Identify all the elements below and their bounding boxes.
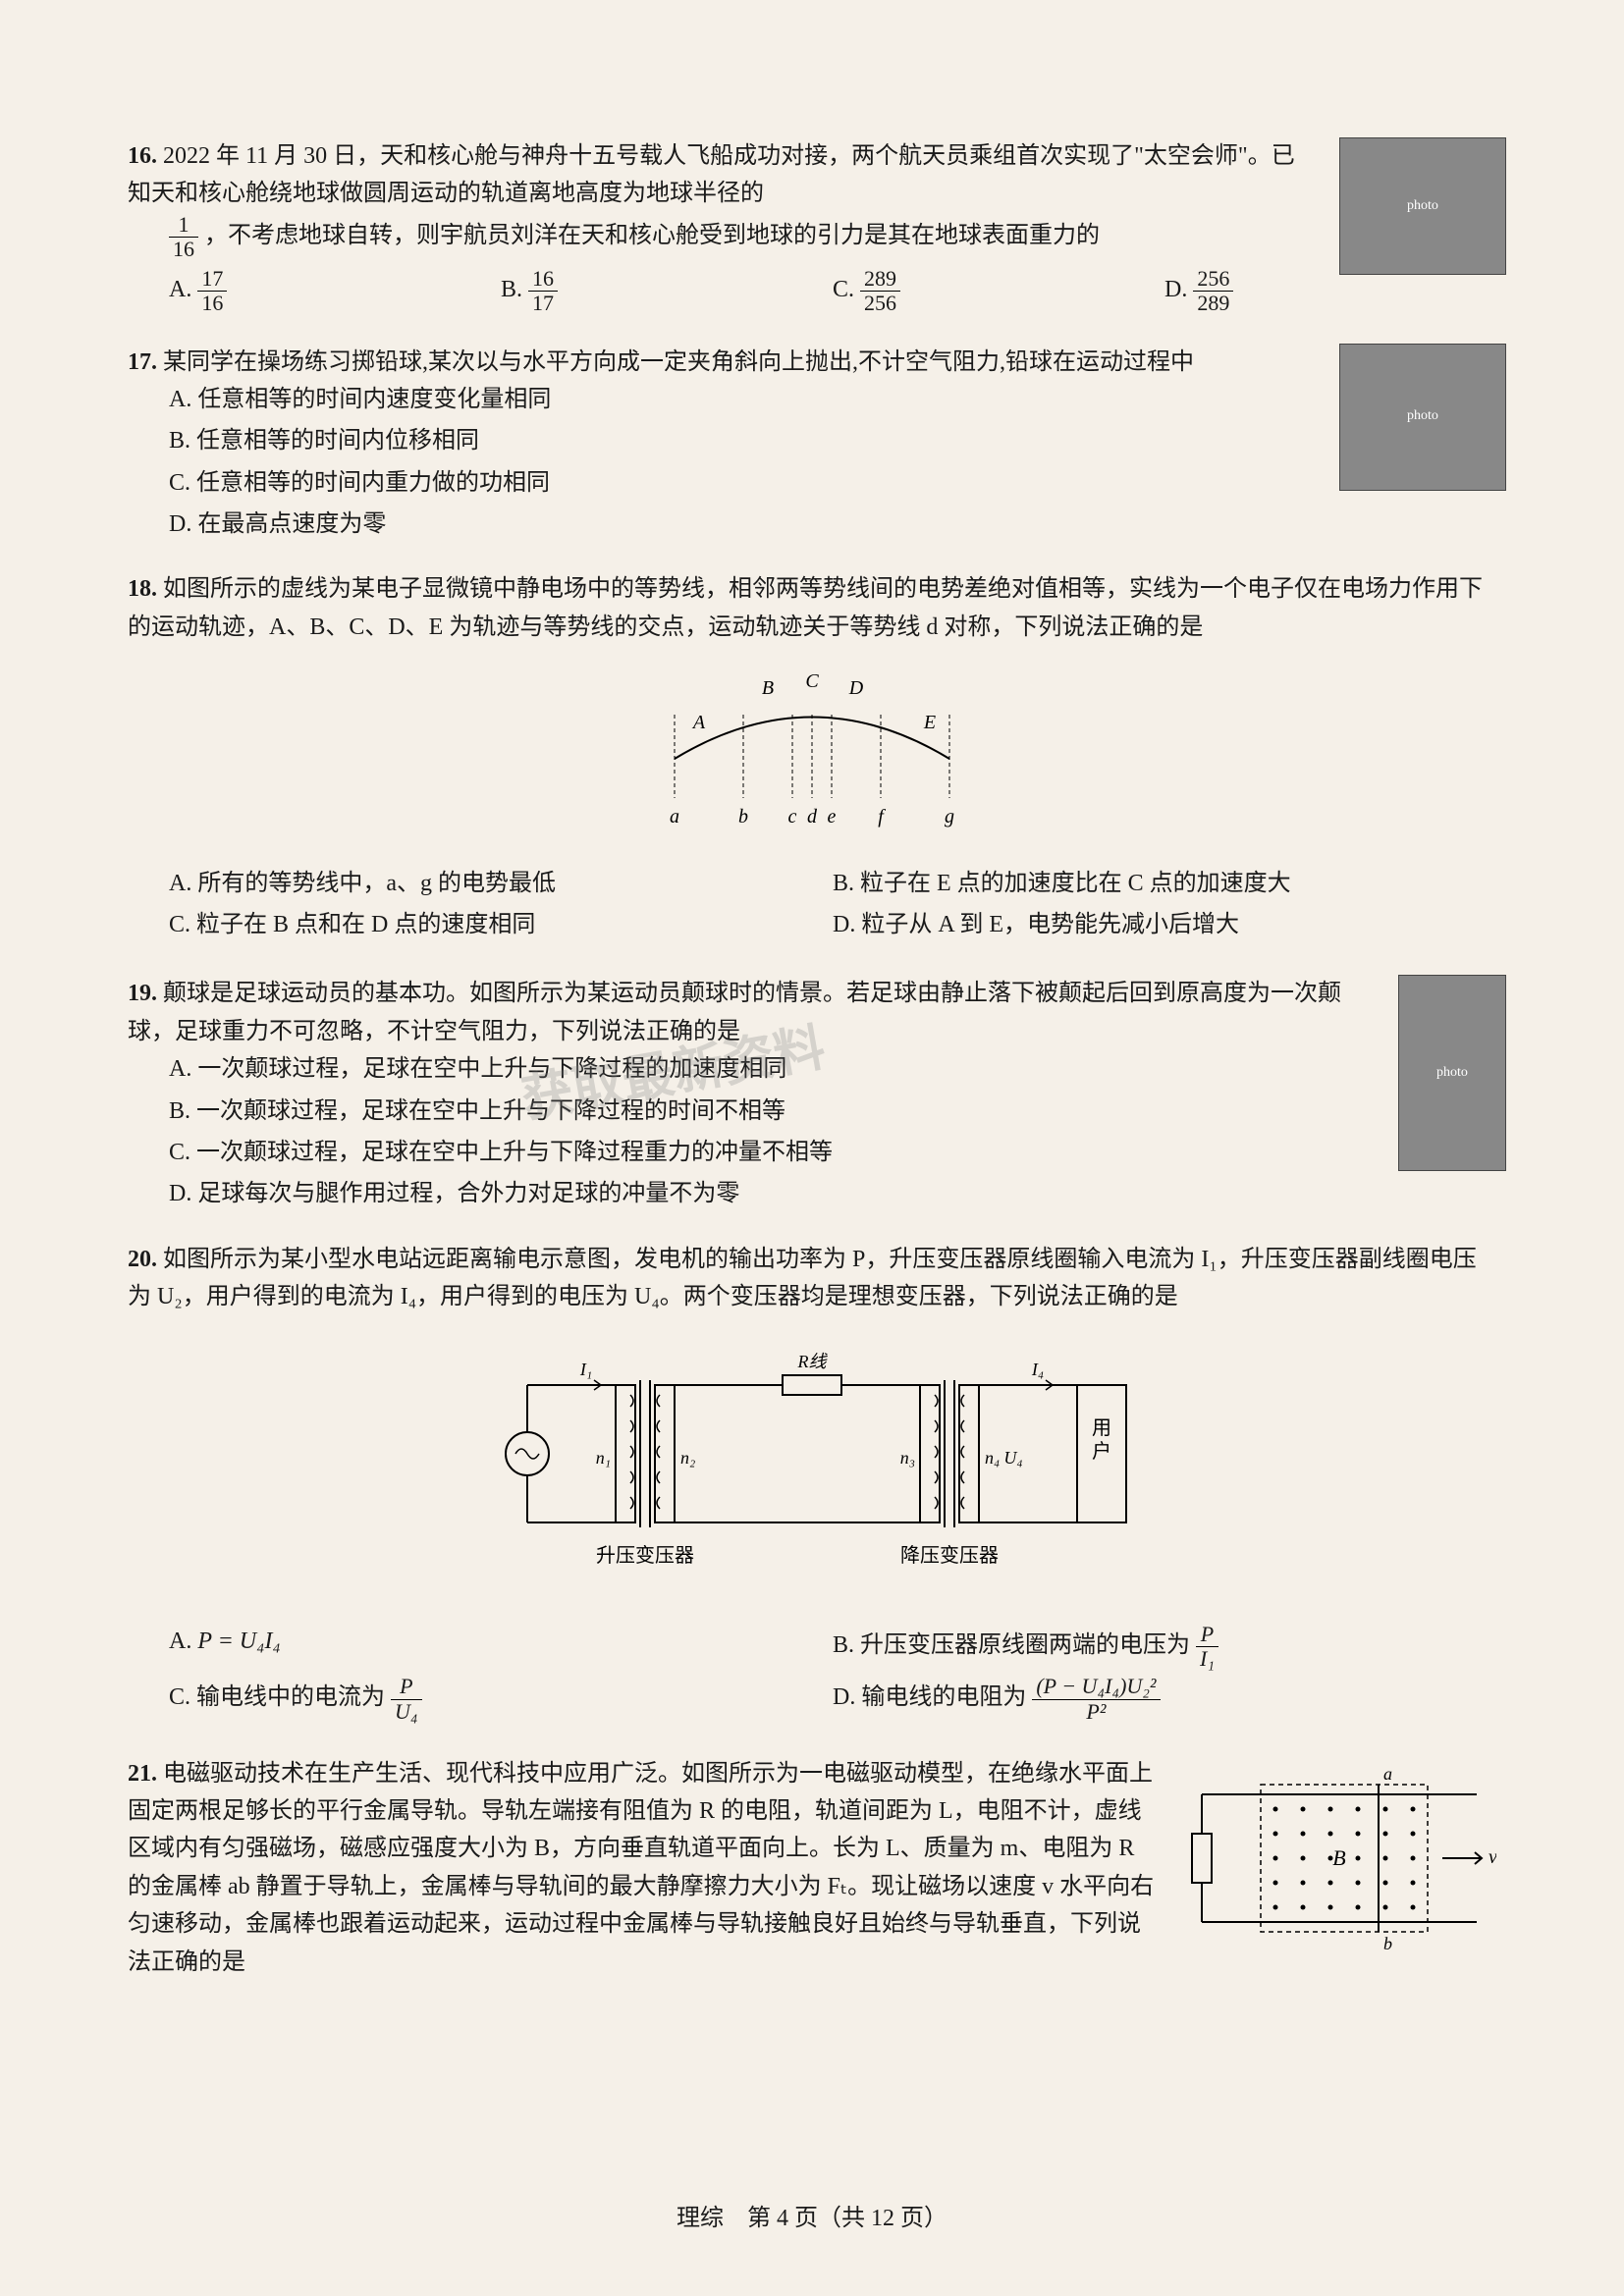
q17-opt-b: B. 任意相等的时间内位移相同 — [169, 422, 1496, 459]
svg-text:a: a — [670, 806, 679, 828]
svg-text:C: C — [805, 670, 819, 692]
q19-number: 19. — [128, 981, 157, 1006]
svg-text:v: v — [1489, 1846, 1496, 1868]
q19-opt-d: D. 足球每次与腿作用过程，合外力对足球的冲量不为零 — [169, 1175, 1359, 1212]
svg-text:f: f — [878, 806, 886, 828]
q16-photo: photo — [1339, 137, 1506, 275]
svg-text:R线: R线 — [797, 1352, 829, 1371]
q16-opt-a: A. 1716 — [169, 267, 501, 315]
question-17: photo 17. 某同学在操场练习掷铅球,某次以与水平方向成一定夹角斜向上抛出… — [128, 344, 1496, 544]
q20-opt-a: A. P = U₄I₄ — [169, 1623, 833, 1671]
q17-text: 某同学在操场练习掷铅球,某次以与水平方向成一定夹角斜向上抛出,不计空气阻力,铅球… — [163, 349, 1194, 375]
q20-options: A. P = U₄I₄ B. 升压变压器原线圈两端的电压为 PI₁ C. 输电线… — [128, 1623, 1496, 1728]
question-21: RabBv 21. 电磁驱动技术在生产生活、现代科技中应用广泛。如图所示为一电磁… — [128, 1755, 1496, 1981]
question-20: 20. 如图所示为某小型水电站远距离输电示意图，发电机的输出功率为 P，升压变压… — [128, 1241, 1496, 1728]
svg-text:b: b — [738, 806, 748, 828]
svg-text:e: e — [828, 806, 837, 828]
q16-number: 16. — [128, 143, 157, 169]
q18-opt-c: C. 粒子在 B 点和在 D 点的速度相同 — [169, 906, 833, 943]
q19-opt-b: B. 一次颠球过程，足球在空中上升与下降过程的时间不相等 — [169, 1093, 1359, 1130]
q19-opt-a: A. 一次颠球过程，足球在空中上升与下降过程的加速度相同 — [169, 1050, 1359, 1088]
q18-opt-b: B. 粒子在 E 点的加速度比在 C 点的加速度大 — [833, 865, 1496, 902]
page-footer: 理综 第 4 页（共 12 页） — [0, 2200, 1624, 2237]
svg-text:a: a — [1383, 1764, 1392, 1784]
q16-text-1: 2022 年 11 月 30 日，天和核心舱与神舟十五号载人飞船成功对接，两个航… — [128, 143, 1295, 206]
q21-text: 电磁驱动技术在生产生活、现代科技中应用广泛。如图所示为一电磁驱动模型，在绝缘水平… — [128, 1761, 1154, 1975]
svg-text:B: B — [762, 677, 774, 699]
q16-inline-frac: 1 16 — [169, 213, 198, 261]
q20-text: 如图所示为某小型水电站远距离输电示意图，发电机的输出功率为 P，升压变压器原线圈… — [128, 1247, 1477, 1309]
q16-options: A. 1716 B. 1617 C. 289256 D. 256289 — [128, 267, 1496, 315]
q19-options: A. 一次颠球过程，足球在空中上升与下降过程的加速度相同 B. 一次颠球过程，足… — [128, 1050, 1496, 1213]
q18-number: 18. — [128, 576, 157, 602]
svg-text:升压变压器: 升压变压器 — [596, 1544, 694, 1567]
q18-diagram: a b cde f g A B C D E — [128, 666, 1496, 844]
svg-text:I₄: I₄ — [1031, 1360, 1044, 1379]
q16-opt-c: C. 289256 — [833, 267, 1164, 315]
svg-text:用户: 用户 — [1092, 1417, 1111, 1463]
q21-diagram: RabBv — [1182, 1755, 1496, 1973]
q17-options: A. 任意相等的时间内速度变化量相同 B. 任意相等的时间内位移相同 C. 任意… — [128, 381, 1496, 544]
svg-text:n₃: n₃ — [900, 1448, 915, 1468]
svg-text:E: E — [923, 712, 936, 733]
q17-photo: photo — [1339, 344, 1506, 491]
q19-opt-c: C. 一次颠球过程，足球在空中上升与下降过程重力的冲量不相等 — [169, 1134, 1359, 1171]
svg-text:n₄: n₄ — [985, 1448, 1000, 1468]
q20-number: 20. — [128, 1247, 157, 1272]
q20-opt-c: C. 输电线中的电流为 PU₄ — [169, 1675, 833, 1723]
q19-photo: photo — [1398, 975, 1506, 1171]
svg-text:U₄: U₄ — [1003, 1448, 1022, 1468]
svg-text:D: D — [848, 677, 864, 699]
q16-opt-b: B. 1617 — [501, 267, 833, 315]
question-18: 18. 如图所示的虚线为某电子显微镜中静电场中的等势线，相邻两等势线间的电势差绝… — [128, 570, 1496, 947]
svg-text:降压变压器: 降压变压器 — [900, 1544, 999, 1567]
q19-text: 颠球是足球运动员的基本功。如图所示为某运动员颠球时的情景。若足球由静止落下被颠起… — [128, 981, 1341, 1043]
q21-number: 21. — [128, 1761, 157, 1787]
svg-text:A: A — [691, 712, 706, 733]
q18-options: A. 所有的等势线中，a、g 的电势最低 B. 粒子在 E 点的加速度比在 C … — [128, 865, 1496, 948]
svg-text:n₁: n₁ — [596, 1448, 611, 1468]
svg-text:B: B — [1332, 1845, 1345, 1870]
question-16: photo 16. 2022 年 11 月 30 日，天和核心舱与神舟十五号载人… — [128, 137, 1496, 316]
q18-opt-a: A. 所有的等势线中，a、g 的电势最低 — [169, 865, 833, 902]
q17-opt-c: C. 任意相等的时间内重力做的功相同 — [169, 464, 1496, 502]
svg-text:g: g — [945, 806, 954, 828]
q17-opt-d: D. 在最高点速度为零 — [169, 506, 1496, 543]
q17-number: 17. — [128, 349, 157, 375]
q18-text: 如图所示的虚线为某电子显微镜中静电场中的等势线，相邻两等势线间的电势差绝对值相等… — [128, 576, 1483, 639]
q20-opt-b: B. 升压变压器原线圈两端的电压为 PI₁ — [833, 1623, 1496, 1671]
svg-text:b: b — [1383, 1934, 1392, 1953]
q20-diagram: n₁ n₂ R线 I₁ n₃ n₄U₄ I₄ 用户升压变压器 降压变压器 — [128, 1336, 1496, 1603]
question-19: photo 19. 颠球是足球运动员的基本功。如图所示为某运动员颠球时的情景。若… — [128, 975, 1496, 1212]
svg-text:c: c — [788, 806, 797, 828]
q17-opt-a: A. 任意相等的时间内速度变化量相同 — [169, 381, 1496, 418]
svg-text:I₁: I₁ — [579, 1360, 592, 1379]
q16-text-2: ，不考虑地球自转，则宇航员刘洋在天和核心舱受到地球的引力是其在地球表面重力的 — [204, 223, 1100, 248]
q20-opt-d: D. 输电线的电阻为 (P − U₄I₄)U₂²P² — [833, 1675, 1496, 1723]
svg-text:n₂: n₂ — [680, 1448, 695, 1468]
svg-text:d: d — [807, 806, 818, 828]
q18-opt-d: D. 粒子从 A 到 E，电势能先减小后增大 — [833, 906, 1496, 943]
